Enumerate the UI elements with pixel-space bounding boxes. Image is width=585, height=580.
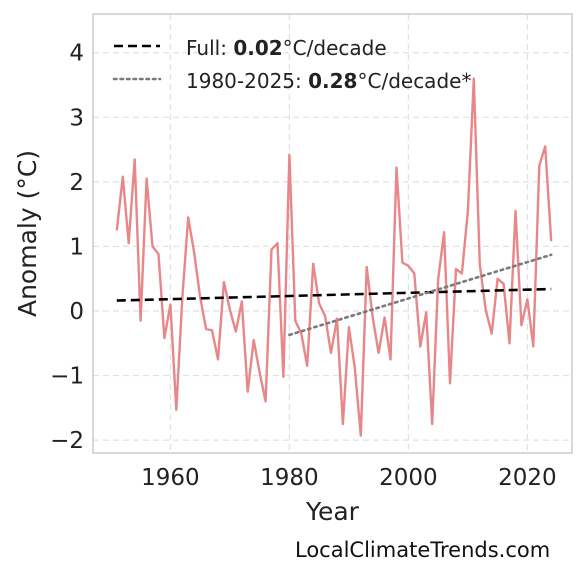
legend-unit-recent: °C/decade*	[357, 69, 471, 93]
series-layer	[115, 77, 553, 437]
y-tick-label: 0	[69, 299, 84, 325]
legend-label-recent: 1980-2025: 0.28°C/decade*	[186, 69, 471, 93]
y-tick-label: −1	[50, 364, 84, 390]
legend-name-recent: 1980-2025	[186, 69, 295, 93]
legend: Full: 0.02°C/decade 1980-2025: 0.28°C/de…	[112, 36, 471, 93]
full-trend-line	[116, 287, 552, 302]
x-tick-label: 1960	[141, 465, 200, 491]
tick-labels: 1960 1980 2000 2020 −2 −1 0 1 2 3 4	[50, 41, 557, 491]
legend-name-full: Full	[186, 36, 220, 60]
legend-label-full: Full: 0.02°C/decade	[186, 36, 387, 60]
plot-frame	[92, 13, 573, 454]
legend-value-recent: 0.28	[308, 69, 357, 93]
recent-trend-line	[288, 253, 553, 337]
legend-unit-full: °C/decade	[283, 36, 387, 60]
legend-value-full: 0.02	[233, 36, 282, 60]
x-axis-title: Year	[305, 497, 360, 526]
y-tick-label: 2	[69, 170, 84, 196]
x-tick-label: 1980	[260, 465, 319, 491]
anomaly-line	[115, 77, 553, 437]
y-axis-title: Anomaly (°C)	[13, 150, 42, 317]
x-tick-label: 2000	[379, 465, 438, 491]
x-tick-label: 2020	[498, 465, 557, 491]
y-tick-label: 4	[69, 41, 84, 67]
y-tick-label: −2	[50, 428, 84, 454]
watermark-text: LocalClimateTrends.com	[295, 538, 551, 562]
y-tick-label: 3	[69, 105, 84, 131]
grid	[93, 14, 572, 453]
y-tick-label: 1	[69, 234, 84, 260]
